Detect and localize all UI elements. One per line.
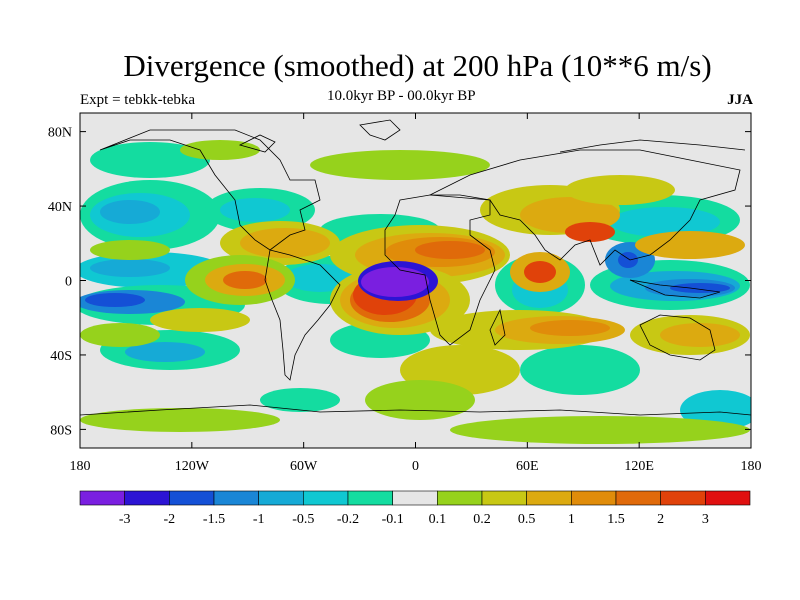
colorbar-swatch xyxy=(258,490,304,506)
colorbar-label: -2 xyxy=(163,512,175,527)
lon-tick-label: 60W xyxy=(290,459,318,474)
colorbar-label: 3 xyxy=(702,512,709,527)
colorbar-swatch xyxy=(437,490,483,506)
colorbar-swatch xyxy=(481,490,527,506)
colorbar-label: -0.5 xyxy=(292,512,314,527)
colorbar-swatch xyxy=(213,490,259,506)
coastlines xyxy=(80,119,751,416)
colorbar-label: 0.1 xyxy=(429,512,447,527)
lon-tick-label: 180 xyxy=(741,459,762,474)
lat-tick-label: 0 xyxy=(65,275,72,290)
colorbar-label: 0.2 xyxy=(473,512,491,527)
latitude-axis: 80N 40N 0 40S 80S xyxy=(48,126,751,438)
colorbar-swatch xyxy=(347,490,393,506)
colorbar-swatch xyxy=(615,490,661,506)
lat-tick-label: 80N xyxy=(48,126,72,141)
lon-tick-label: 180 xyxy=(70,459,91,474)
colorbar-label: 0.5 xyxy=(518,512,536,527)
experiment-label: Expt = tebkk-tebka xyxy=(80,92,196,108)
lat-tick-label: 40S xyxy=(50,349,72,364)
colorbar-label: 1 xyxy=(568,512,575,527)
colorbar: -3 -2 -1.5 -1 -0.5 -0.2 -0.1 0.1 0.2 0.5 1 1.5 2 3 xyxy=(79,490,751,527)
period-label: 10.0kyr BP - 00.0kyr BP xyxy=(327,88,476,104)
lat-tick-label: 40N xyxy=(48,200,72,215)
map-title: Divergence (smoothed) at 200 hPa (10**6 … xyxy=(123,48,712,83)
colorbar-label: -1.5 xyxy=(203,512,225,527)
colorbar-swatch xyxy=(660,490,706,506)
lon-tick-label: 0 xyxy=(412,459,419,474)
contour-field xyxy=(80,113,751,448)
longitude-axis: 180 120W 60W 0 60E 120E 180 xyxy=(70,113,762,474)
season-label: JJA xyxy=(727,92,753,108)
colorbar-swatch xyxy=(79,490,125,506)
lat-tick-label: 80S xyxy=(50,423,72,438)
strong-negative-core xyxy=(358,261,438,301)
colorbar-label: 1.5 xyxy=(607,512,625,527)
colorbar-swatch xyxy=(571,490,617,506)
colorbar-swatch xyxy=(303,490,349,506)
lon-tick-label: 60E xyxy=(516,459,539,474)
colorbar-label: 2 xyxy=(657,512,664,527)
colorbar-swatch xyxy=(124,490,170,506)
lon-tick-label: 120W xyxy=(175,459,210,474)
colorbar-label: -0.2 xyxy=(337,512,359,527)
colorbar-swatch xyxy=(169,490,215,506)
colorbar-swatch xyxy=(705,490,751,506)
colorbar-label: -0.1 xyxy=(382,512,404,527)
colorbar-label: -3 xyxy=(119,512,131,527)
colorbar-swatch xyxy=(392,490,438,506)
colorbar-label: -1 xyxy=(253,512,265,527)
colorbar-swatch xyxy=(526,490,572,506)
lon-tick-label: 120E xyxy=(624,459,654,474)
